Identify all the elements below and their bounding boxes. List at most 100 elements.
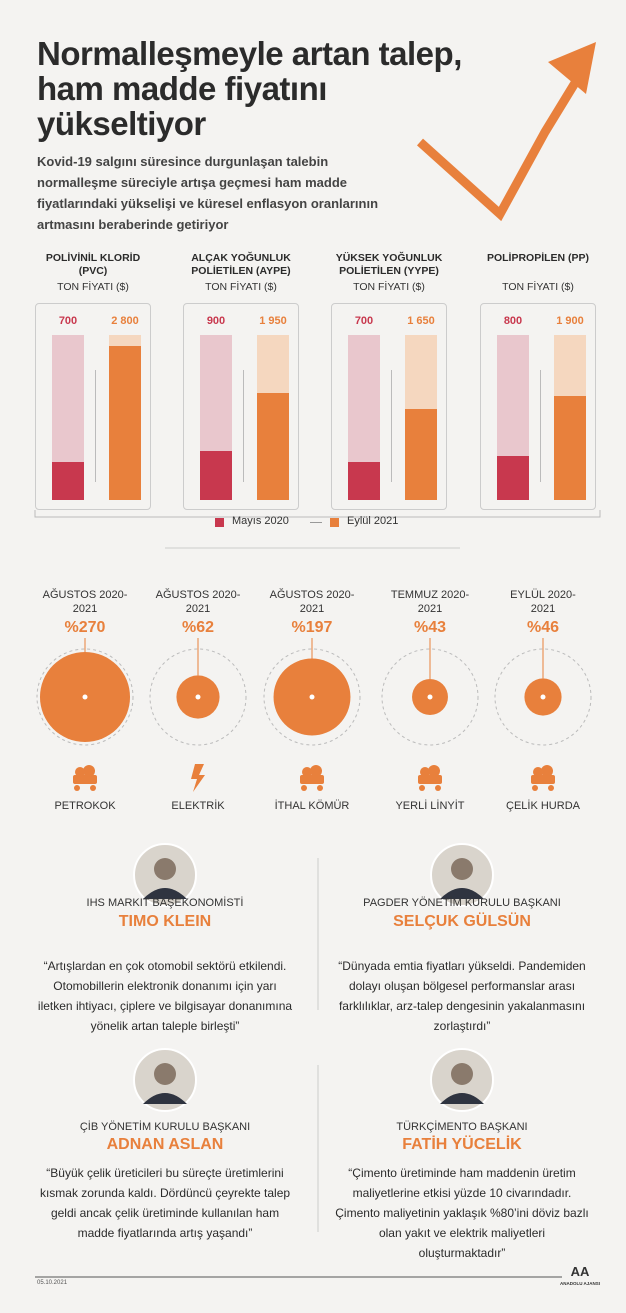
role: IHS MARKIT BAŞEKONOMİSTİ	[86, 897, 244, 909]
trend-arrow	[416, 75, 582, 222]
divider	[540, 370, 541, 482]
value-label: %43	[413, 619, 447, 636]
unit-label: TON FİYATI ($)	[205, 281, 277, 293]
category-label: ELEKTRİK	[171, 800, 225, 812]
photo-body	[143, 888, 187, 899]
legend-line	[310, 522, 322, 523]
bar	[52, 461, 84, 500]
bar	[109, 346, 141, 500]
panel-box	[183, 303, 299, 510]
photo-head	[154, 858, 176, 880]
bar	[348, 461, 380, 500]
quote: “Artışlardan en çok otomobil sektörü etk…	[37, 959, 293, 1033]
outer-ring	[381, 648, 479, 746]
center-dot	[195, 694, 201, 700]
category-label: ÇELİK HURDA	[506, 800, 580, 812]
bar	[257, 392, 289, 500]
title-line: ham madde fiyatını	[37, 70, 327, 107]
legend-swatch	[215, 518, 224, 527]
outer-ring	[494, 648, 592, 746]
role: TÜRKÇİMENTO BAŞKANI	[396, 1121, 528, 1133]
divider	[391, 370, 392, 482]
panel-title: POLİVİNİL KLORİD (PVC)	[45, 252, 141, 277]
category-label: PETROKOK	[54, 800, 116, 812]
unit-label: TON FİYATI ($)	[502, 281, 574, 293]
photo-head	[451, 858, 473, 880]
period-label: AĞUSTOS 2020-2021	[269, 589, 355, 615]
panel-title: YÜKSEK YOĞUNLUK POLİETİLEN (YYPE)	[335, 252, 443, 277]
title: Normalleşmeyle artan talep, ham madde fiy…	[37, 36, 462, 141]
person-name: TIMO KLEIN	[118, 913, 212, 930]
divider	[243, 370, 244, 482]
value-label: 900	[206, 315, 226, 327]
divider	[95, 370, 96, 482]
outer-ring	[149, 648, 247, 746]
photo-head	[154, 1063, 176, 1085]
unit-label: TON FİYATI ($)	[57, 281, 129, 293]
role: ÇİB YÖNETİM KURULU BAŞKANI	[79, 1121, 251, 1133]
value-label: %270	[64, 619, 106, 636]
panel-box	[331, 303, 447, 510]
title-line: yükseltiyor	[37, 105, 206, 142]
value-label: 1 950	[259, 315, 287, 327]
bar	[497, 456, 529, 500]
period-label: TEMMUZ 2020-2021	[390, 589, 470, 615]
value-label: 2 800	[111, 315, 139, 327]
center-dot	[427, 694, 433, 700]
bar	[200, 450, 232, 500]
icon	[531, 765, 555, 791]
logo-mark: AA	[570, 1264, 590, 1279]
subtitle: Kovid-19 salgını süresince durgunlaşan t…	[37, 154, 379, 232]
panel-box	[35, 303, 151, 510]
center-dot	[540, 694, 546, 700]
logo-text: ANADOLU AJANSI	[559, 1281, 601, 1286]
role: PAGDER YÖNETİM KURULU BAŞKANI	[363, 897, 561, 909]
quote: “Çimento üretiminde ham maddenin üretim …	[335, 1166, 589, 1260]
icon	[418, 765, 442, 791]
photo-body	[440, 1093, 484, 1104]
center-dot	[82, 694, 88, 700]
category-label: YERLİ LİNYİT	[395, 800, 465, 812]
period-label: AĞUSTOS 2020-2021	[155, 589, 241, 615]
icon	[300, 765, 324, 791]
bar	[554, 395, 586, 500]
period-label: EYLÜL 2020-2021	[510, 589, 576, 615]
quote: “Dünyada emtia fiyatları yükseldi. Pande…	[338, 959, 586, 1033]
photo-body	[440, 888, 484, 899]
icon	[191, 764, 205, 792]
panel-title: ALÇAK YOĞUNLUK POLİETİLEN (AYPE)	[191, 252, 291, 277]
legend-label: Mayıs 2020	[232, 515, 289, 527]
title-line: Normalleşmeyle artan talep,	[37, 35, 462, 72]
value-label: %62	[181, 619, 215, 636]
panel-title: POLİPROPİLEN (PP)	[486, 252, 590, 264]
icon	[73, 765, 97, 791]
arrow-head	[548, 42, 596, 94]
period-label: AĞUSTOS 2020-2021	[42, 589, 128, 615]
photo-head	[451, 1063, 473, 1085]
legend-swatch	[330, 518, 339, 527]
value-label: 1 650	[407, 315, 435, 327]
person-name: ADNAN ASLAN	[106, 1136, 224, 1153]
photo-body	[143, 1093, 187, 1104]
value-label: 700	[354, 315, 374, 327]
quote: “Büyük çelik üreticileri bu süreçte üret…	[39, 1166, 291, 1240]
panel-box	[480, 303, 596, 510]
date: 05.10.2021	[37, 1280, 68, 1286]
unit-label: TON FİYATI ($)	[353, 281, 425, 293]
category-label: İTHAL KÖMÜR	[274, 800, 350, 812]
value-label: 700	[58, 315, 78, 327]
bar	[405, 409, 437, 500]
value-label: %197	[291, 619, 333, 636]
outer-ring	[263, 648, 361, 746]
center-dot	[309, 694, 315, 700]
legend-label: Eylül 2021	[347, 515, 399, 527]
value-label: 800	[503, 315, 523, 327]
person-name: SELÇUK GÜLSÜN	[393, 913, 531, 930]
value-label: %46	[526, 619, 560, 636]
outer-ring	[36, 648, 134, 746]
bracket	[34, 510, 601, 518]
value-label: 1 900	[556, 315, 584, 327]
person-name: FATİH YÜCELİK	[402, 1136, 522, 1153]
